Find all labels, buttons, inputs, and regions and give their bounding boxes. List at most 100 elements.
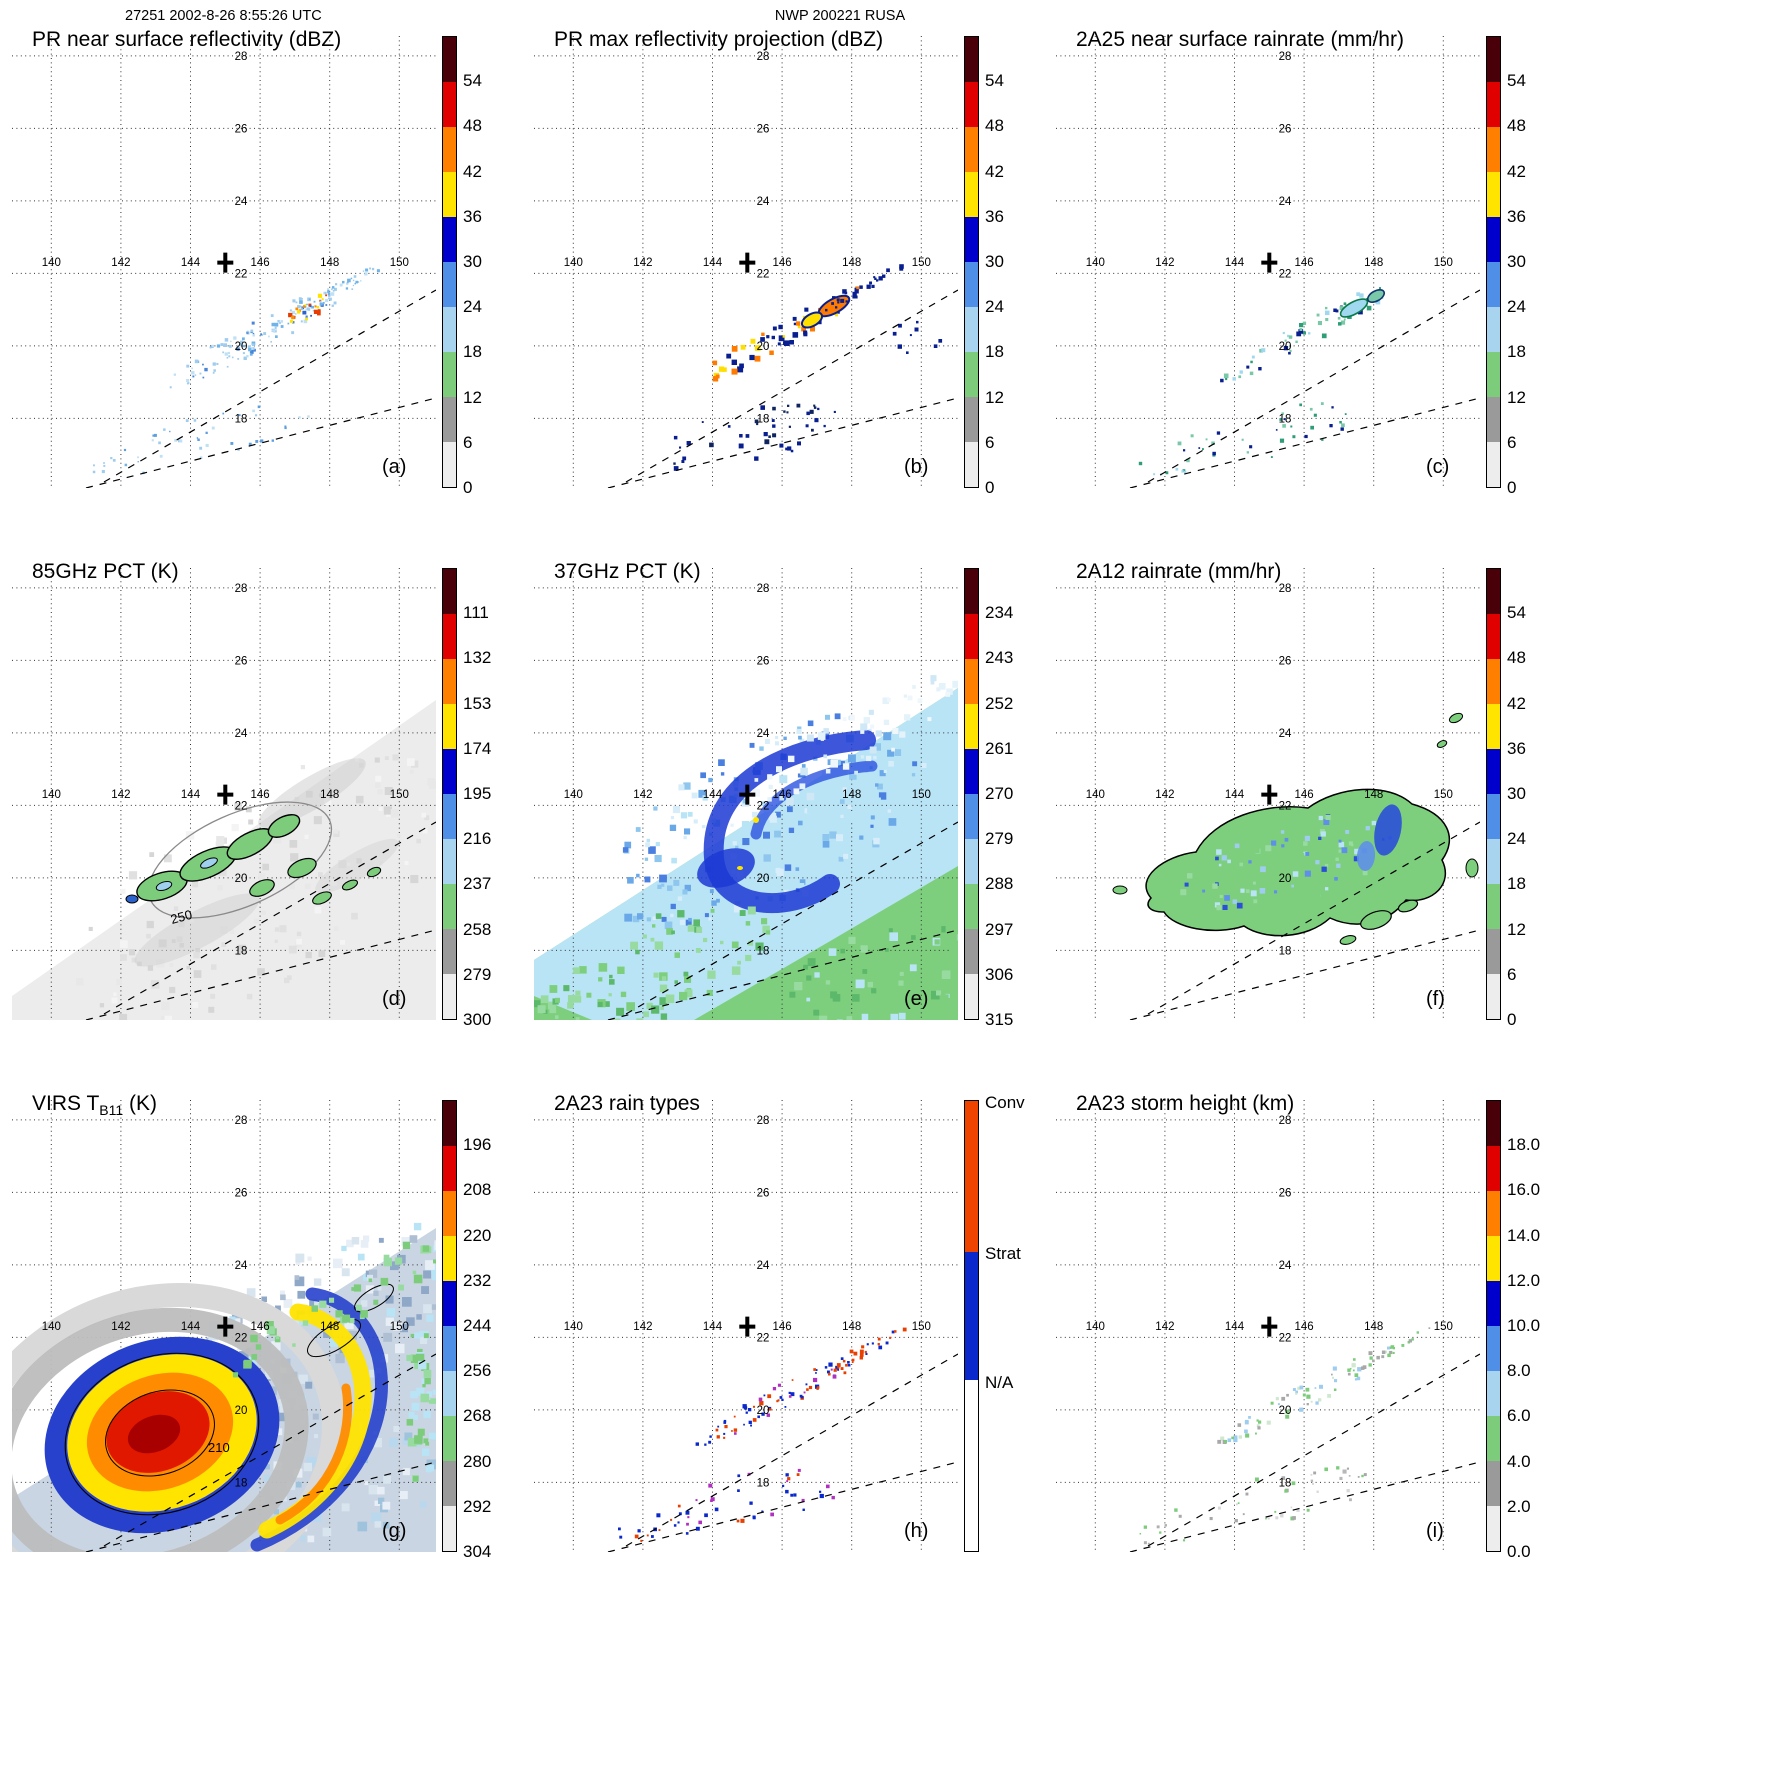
colorbar-segment xyxy=(965,1380,978,1551)
panel-a: PR near surface reflectivity (dBZ) 140 14… xyxy=(4,26,526,558)
colorbar-tick-label: 18 xyxy=(463,342,482,362)
panel-title: 2A23 rain types xyxy=(554,1092,700,1118)
colorbar-tick-label: 30 xyxy=(1507,252,1526,271)
colorbar-ticks: 54 48 42 36 30 24 18 12 6 0 xyxy=(1507,36,1569,497)
svg-text:28: 28 xyxy=(1279,1115,1292,1127)
svg-text:22: 22 xyxy=(235,1332,248,1344)
colorbar-tick-label: 234 xyxy=(985,603,1014,623)
svg-text:148: 148 xyxy=(842,1321,861,1333)
colorbar-segment xyxy=(443,839,456,884)
svg-text:140: 140 xyxy=(42,1321,61,1333)
colorbar-tick-label: 24 xyxy=(985,297,1004,317)
colorbar-tick-label: 174 xyxy=(463,738,492,758)
colorbar-ticks: 111 132 153 174 195 216 237 258 279 300 xyxy=(463,568,525,1029)
svg-text:210: 210 xyxy=(208,1440,230,1455)
svg-text:22: 22 xyxy=(757,268,770,280)
colorbar-tick-label: 54 xyxy=(1507,71,1526,91)
colorbar-tick-label: 12 xyxy=(463,387,482,407)
svg-text:22: 22 xyxy=(757,800,770,812)
panel-letter: (e) xyxy=(904,988,929,1010)
svg-text:18: 18 xyxy=(757,413,770,425)
colorbar-tick-label: 6 xyxy=(1507,964,1517,984)
colorbar-segment xyxy=(443,442,456,487)
colorbar xyxy=(1486,568,1501,1020)
colorbar-segment xyxy=(965,127,978,172)
colorbar-tick-label: 279 xyxy=(985,829,1014,849)
colorbar-tick-label: 208 xyxy=(463,1180,492,1200)
svg-text:20: 20 xyxy=(1279,873,1292,885)
map-canvas: 140 142 144 146 148 150 18 20 22 24 26 28 xyxy=(1056,1100,1480,1552)
svg-text:142: 142 xyxy=(111,257,130,269)
svg-text:20: 20 xyxy=(1279,1405,1292,1417)
colorbar-tick-label: N/A xyxy=(985,1373,1014,1393)
panel-title-text: PR near surface reflectivity (dBZ) xyxy=(32,28,342,51)
svg-text:28: 28 xyxy=(757,583,770,595)
map-plot: 140 142 144 146 148 150 18 20 22 24 26 28 xyxy=(534,36,958,488)
colorbar-tick-label: 54 xyxy=(463,71,482,91)
colorbar-tick-label: 42 xyxy=(985,161,1004,181)
svg-text:140: 140 xyxy=(1086,789,1105,801)
colorbar-tick-label: 6.0 xyxy=(1507,1406,1531,1426)
colorbar-segment xyxy=(443,884,456,929)
svg-text:146: 146 xyxy=(773,789,792,801)
colorbar-segment xyxy=(443,37,456,82)
colorbar-segment xyxy=(443,352,456,397)
colorbar-segment xyxy=(1487,1326,1500,1371)
colorbar-tick-label: 48 xyxy=(1507,116,1526,136)
svg-text:146: 146 xyxy=(1295,257,1314,269)
svg-text:26: 26 xyxy=(1279,1187,1292,1199)
colorbar-segment xyxy=(1487,397,1500,442)
panel-title-suffix: (K) xyxy=(123,1092,157,1115)
panel-title-text: PR max reflectivity projection (dBZ) xyxy=(554,28,884,51)
svg-text:26: 26 xyxy=(757,655,770,667)
colorbar-segment xyxy=(443,614,456,659)
colorbar-tick-label: 18 xyxy=(985,342,1004,362)
svg-text:26: 26 xyxy=(235,655,248,667)
svg-text:24: 24 xyxy=(1279,728,1292,740)
colorbar-segment xyxy=(443,127,456,172)
colorbar-tick-label: 42 xyxy=(1507,693,1526,713)
colorbar-tick-label: 36 xyxy=(985,206,1004,226)
colorbar-segment xyxy=(965,839,978,884)
svg-text:144: 144 xyxy=(703,257,723,269)
svg-text:148: 148 xyxy=(842,257,861,269)
colorbar-segment xyxy=(965,884,978,929)
svg-text:140: 140 xyxy=(564,1321,583,1333)
colorbar-tick-label: 300 xyxy=(463,1010,492,1029)
svg-text:146: 146 xyxy=(251,257,270,269)
map-canvas: 140 142 144 146 148 150 18 20 22 24 26 28 xyxy=(534,36,958,488)
panel-c: 2A25 near surface rainrate (mm/hr) 140 14… xyxy=(1048,26,1570,558)
svg-text:142: 142 xyxy=(111,1321,130,1333)
colorbar xyxy=(1486,1100,1501,1552)
colorbar-ticks: 54 48 42 36 30 24 18 12 6 0 xyxy=(463,36,525,497)
colorbar-segment xyxy=(443,217,456,262)
panel-g: VIRS TB11 (K) 210 140 142 144 146 148 150 18 20 2… xyxy=(4,1090,526,1622)
colorbar-segment xyxy=(443,1146,456,1191)
colorbar-tick-label: 268 xyxy=(463,1406,492,1426)
colorbar-tick-label: Strat xyxy=(985,1244,1021,1264)
colorbar-tick-label: 0 xyxy=(463,478,473,497)
colorbar-tick-label: 6 xyxy=(463,432,473,452)
panel-d: 85GHz PCT (K) 250 140 142 144 146 148 150 18 20 2… xyxy=(4,558,526,1090)
colorbar-tick-label: 270 xyxy=(985,784,1014,803)
colorbar-segment xyxy=(1487,839,1500,884)
colorbar-tick-label: 261 xyxy=(985,738,1014,758)
colorbar-tick-label: 12 xyxy=(1507,387,1526,407)
colorbar-segment xyxy=(1487,1101,1500,1146)
colorbar-tick-label: 196 xyxy=(463,1135,492,1155)
map-plot: 140 142 144 146 148 150 18 20 22 24 26 28 xyxy=(534,1100,958,1552)
svg-text:140: 140 xyxy=(42,789,61,801)
svg-text:146: 146 xyxy=(251,789,270,801)
panel-title-text: 37GHz PCT (K) xyxy=(554,560,701,583)
colorbar-segment xyxy=(965,442,978,487)
colorbar-tick-label: 252 xyxy=(985,693,1014,713)
colorbar-tick-label: 280 xyxy=(463,1451,492,1471)
colorbar-tick-label: 2.0 xyxy=(1507,1496,1531,1516)
colorbar-segment xyxy=(965,397,978,442)
panel-title-text: 85GHz PCT (K) xyxy=(32,560,179,583)
colorbar-tick-label: 0.0 xyxy=(1507,1542,1531,1561)
panel-title: VIRS TB11 (K) xyxy=(32,1092,157,1118)
colorbar-segment xyxy=(443,704,456,749)
colorbar-segment xyxy=(1487,659,1500,704)
colorbar-segment xyxy=(443,974,456,1019)
